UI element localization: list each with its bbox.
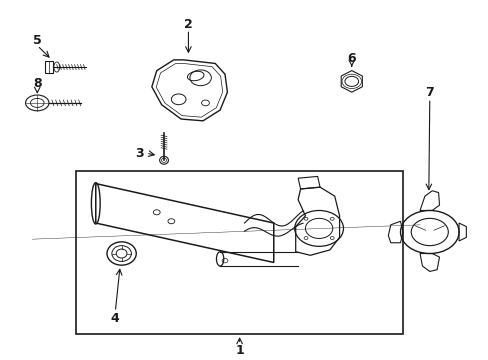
- Text: 6: 6: [347, 51, 355, 64]
- Text: 5: 5: [33, 33, 41, 47]
- Text: 4: 4: [111, 311, 120, 325]
- Text: 2: 2: [183, 18, 192, 31]
- Bar: [76, 171, 402, 334]
- Text: 7: 7: [425, 86, 433, 99]
- Text: 3: 3: [135, 147, 143, 159]
- Text: 8: 8: [33, 77, 41, 90]
- Bar: [44, 60, 53, 73]
- Text: 1: 1: [235, 344, 244, 357]
